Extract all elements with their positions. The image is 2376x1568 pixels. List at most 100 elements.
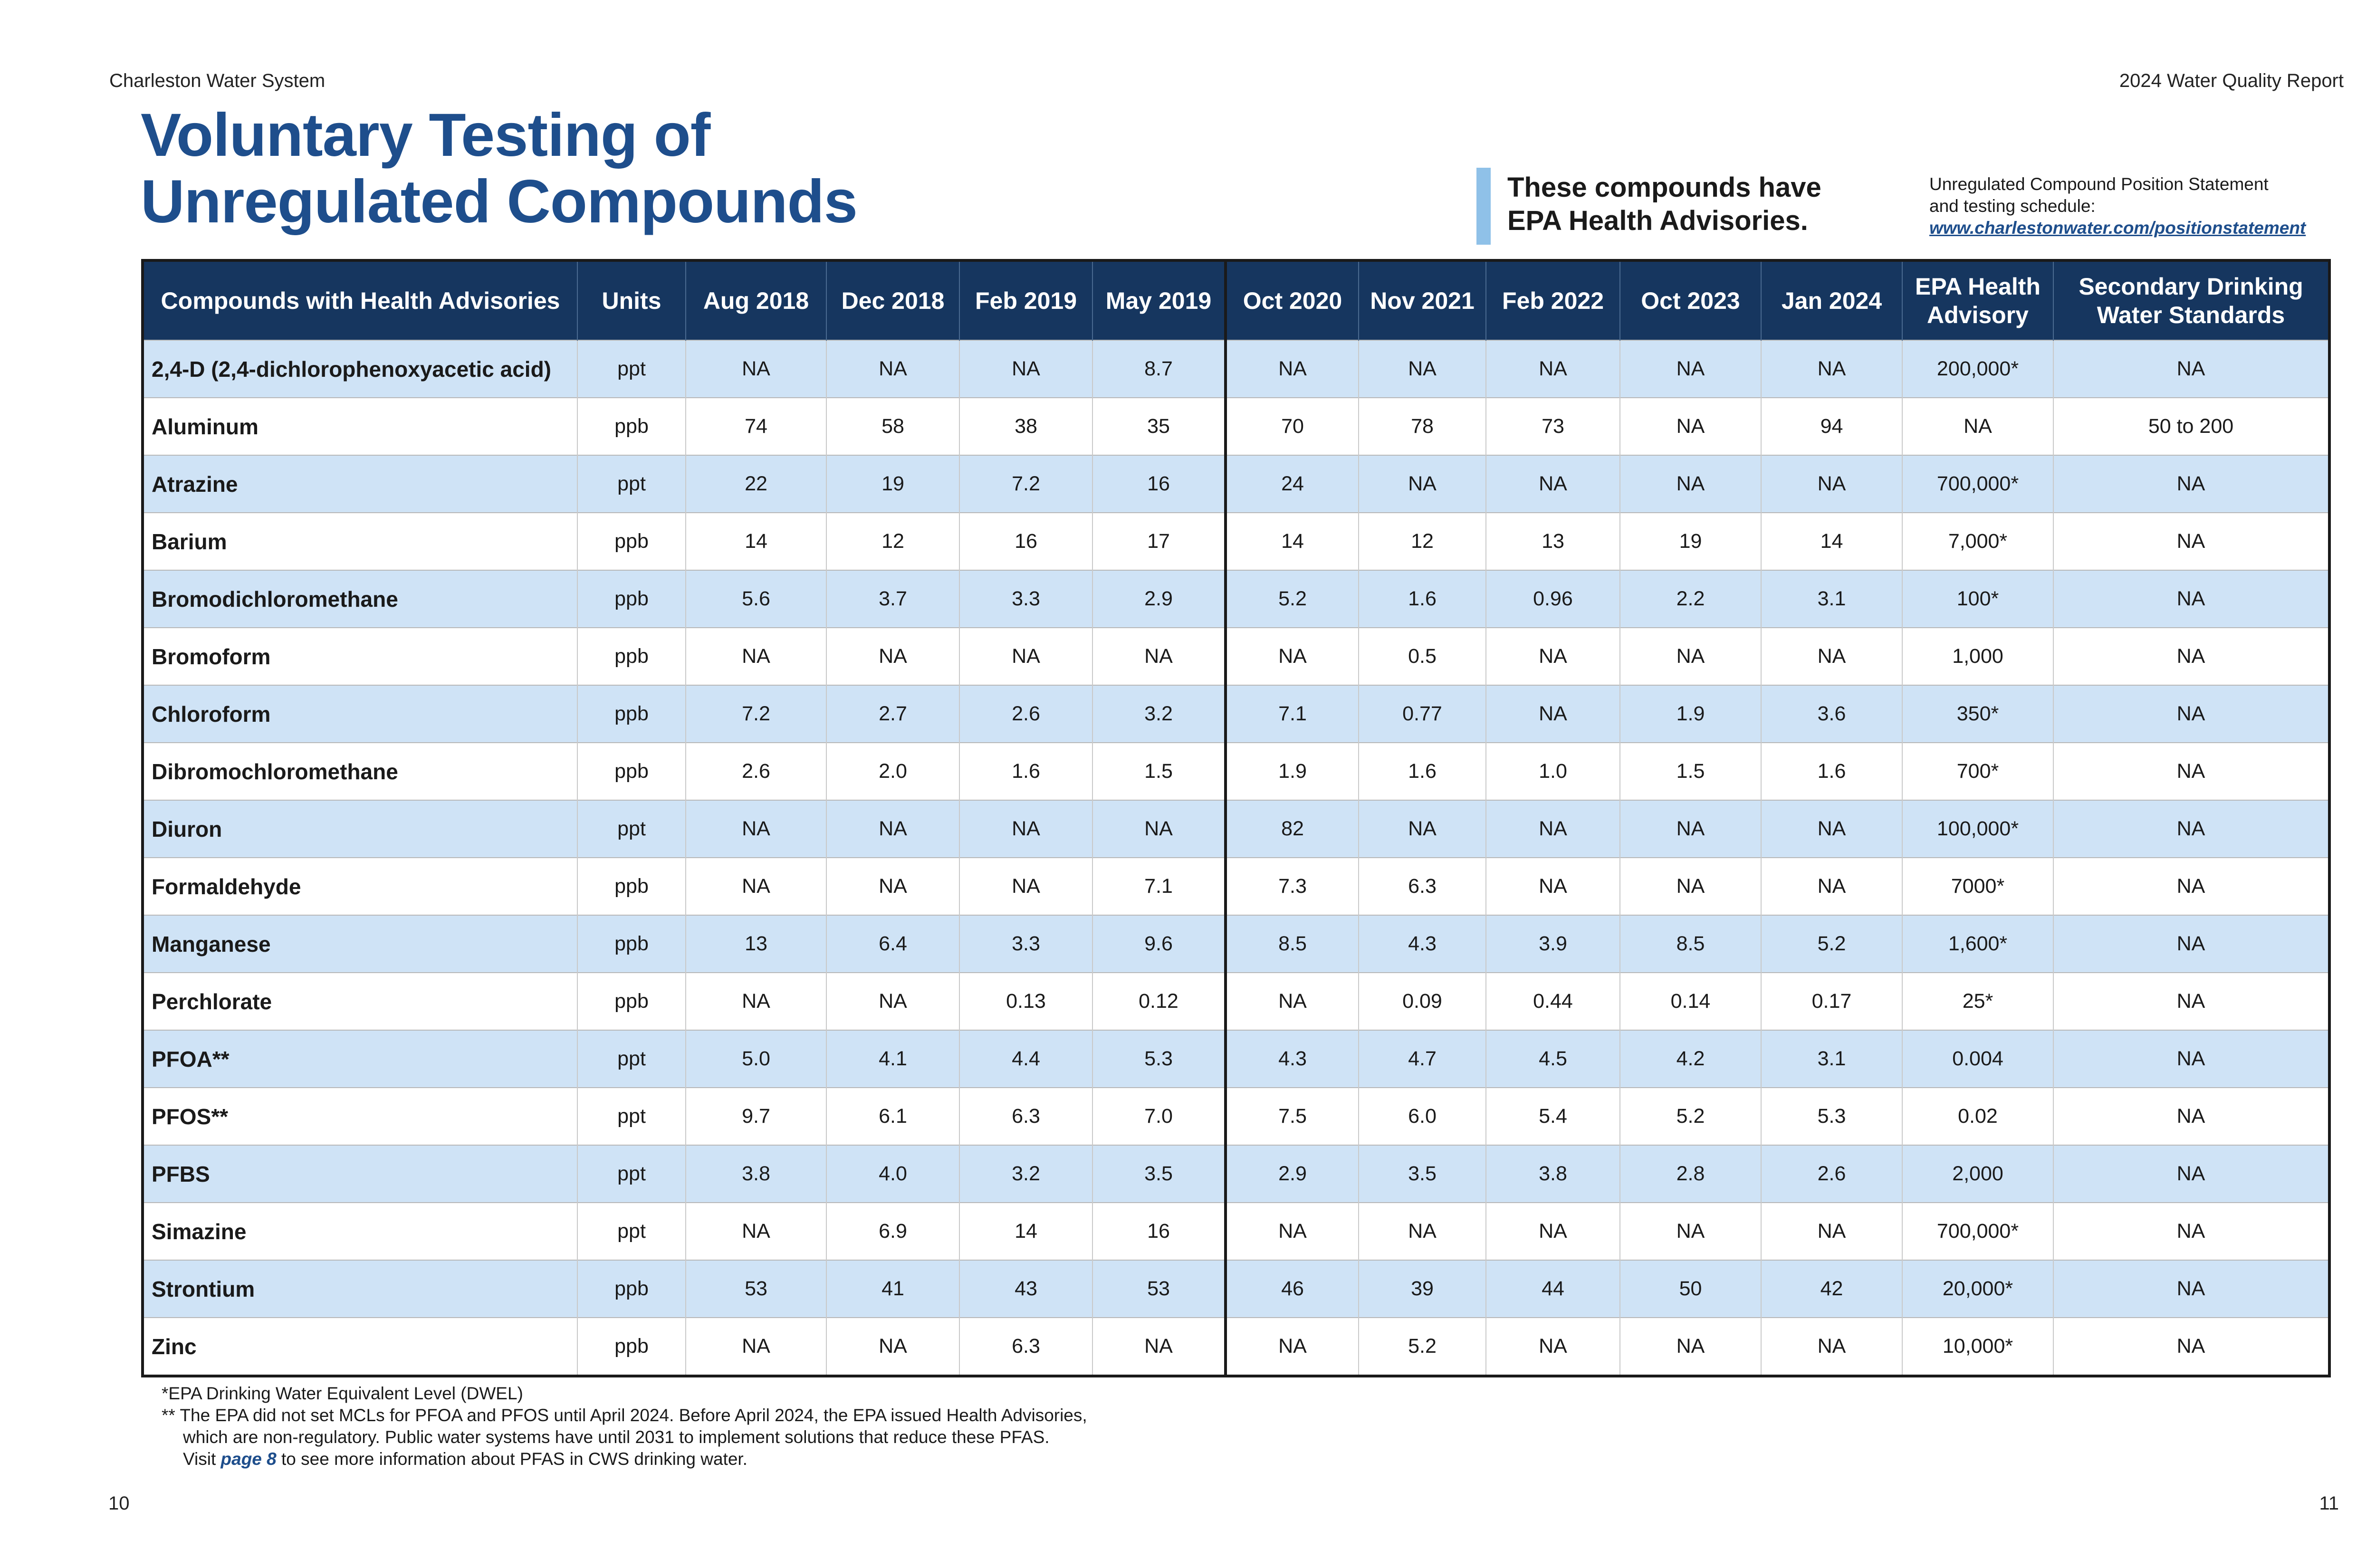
footnote-dwel: *EPA Drinking Water Equivalent Level (DW…	[162, 1384, 523, 1403]
value-cell: NA	[1092, 800, 1227, 858]
value-cell: NA	[2053, 1030, 2330, 1088]
value-cell: NA	[1761, 800, 1903, 858]
value-cell: 13	[686, 915, 827, 973]
value-cell: NA	[2053, 570, 2330, 628]
units-cell: ppb	[577, 915, 686, 973]
value-cell: 5.6	[686, 570, 827, 628]
value-cell: 35	[1092, 397, 1227, 455]
value-cell: NA	[826, 1317, 960, 1376]
value-cell: 12	[826, 512, 960, 570]
value-cell: 0.004	[1902, 1030, 2054, 1088]
value-cell: NA	[2053, 915, 2330, 973]
table-row: Strontium ppb 53 41 43 53 46 39 44 50 42 20,000* NA	[143, 1260, 2330, 1318]
value-cell: NA	[2053, 1260, 2330, 1318]
value-cell: 6.9	[826, 1202, 960, 1260]
value-cell: NA	[2053, 800, 2330, 858]
value-cell: 2.9	[1226, 1145, 1359, 1203]
value-cell: 3.1	[1761, 1030, 1903, 1088]
value-cell: 5.2	[1359, 1317, 1486, 1376]
value-cell: NA	[1620, 455, 1762, 513]
table-row: Formaldehyde ppb NA NA NA 7.1 7.3 6.3 NA NA NA 7000…	[143, 857, 2330, 915]
value-cell: 8.5	[1226, 915, 1359, 973]
value-cell: 5.3	[1092, 1030, 1227, 1088]
table-row: Manganese ppb 13 6.4 3.3 9.6 8.5 4.3 3.9 8.5 5.2 1,…	[143, 915, 2330, 973]
position-statement-link[interactable]: www.charlestonwater.com/positionstatemen…	[1929, 218, 2306, 238]
value-cell: 41	[826, 1260, 960, 1318]
value-cell: 1.6	[959, 742, 1093, 800]
footnote-pfas: ** The EPA did not set MCLs for PFOA and…	[162, 1405, 1087, 1425]
value-cell: 2.0	[826, 742, 960, 800]
value-cell: 70	[1226, 397, 1359, 455]
value-cell: NA	[1761, 627, 1903, 685]
compound-name: Zinc	[143, 1317, 578, 1376]
column-header: Units	[577, 260, 686, 340]
table-row: Diuron ppt NA NA NA NA 82 NA NA NA NA 100,000* NA	[143, 800, 2330, 858]
value-cell: 0.5	[1359, 627, 1486, 685]
compound-name: Simazine	[143, 1202, 578, 1260]
page-number-right: 11	[2319, 1493, 2339, 1514]
column-header: Secondary Drinking Water Standards	[2053, 260, 2330, 340]
units-cell: ppt	[577, 1087, 686, 1145]
advisory-accent-bar	[1476, 168, 1491, 245]
value-cell: 46	[1226, 1260, 1359, 1318]
value-cell: 82	[1226, 800, 1359, 858]
table-row: Bromoform ppb NA NA NA NA NA 0.5 NA NA NA 1,000 NA	[143, 627, 2330, 685]
value-cell: 1,600*	[1902, 915, 2054, 973]
value-cell: 5.4	[1486, 1087, 1620, 1145]
value-cell: 0.14	[1620, 972, 1762, 1030]
value-cell: NA	[1092, 627, 1227, 685]
value-cell: 2.2	[1620, 570, 1762, 628]
table-row: PFOS** ppt 9.7 6.1 6.3 7.0 7.5 6.0 5.4 5.2 5.3 0.02…	[143, 1087, 2330, 1145]
value-cell: 50	[1620, 1260, 1762, 1318]
page-title-line2: Unregulated Compounds	[141, 168, 858, 236]
value-cell: NA	[686, 627, 827, 685]
value-cell: NA	[686, 340, 827, 398]
units-cell: ppb	[577, 627, 686, 685]
value-cell: NA	[1359, 1202, 1486, 1260]
value-cell: 17	[1092, 512, 1227, 570]
value-cell: NA	[1761, 1317, 1903, 1376]
table-row: Aluminum ppb 74 58 38 35 70 78 73 NA 94 NA 50 to 200	[143, 397, 2330, 455]
page-8-link[interactable]: page 8	[220, 1449, 277, 1469]
value-cell: 12	[1359, 512, 1486, 570]
value-cell: 78	[1359, 397, 1486, 455]
value-cell: NA	[2053, 1145, 2330, 1203]
compound-name: Chloroform	[143, 685, 578, 743]
value-cell: NA	[1486, 627, 1620, 685]
value-cell: NA	[2053, 455, 2330, 513]
value-cell: 94	[1761, 397, 1903, 455]
value-cell: 73	[1486, 397, 1620, 455]
value-cell: 6.4	[826, 915, 960, 973]
value-cell: 13	[1486, 512, 1620, 570]
value-cell: NA	[1761, 857, 1903, 915]
units-cell: ppb	[577, 685, 686, 743]
value-cell: 1.6	[1359, 742, 1486, 800]
advisory-line2: EPA Health Advisories.	[1507, 205, 1808, 236]
compound-name: PFBS	[143, 1145, 578, 1203]
table-row: Barium ppb 14 12 16 17 14 12 13 19 14 7,000* NA	[143, 512, 2330, 570]
units-cell: ppb	[577, 857, 686, 915]
value-cell: 9.7	[686, 1087, 827, 1145]
value-cell: 1.5	[1620, 742, 1762, 800]
table-row: Atrazine ppt 22 19 7.2 16 24 NA NA NA NA 700,000* NA	[143, 455, 2330, 513]
footnote-pfas-cont: which are non-regulatory. Public water s…	[183, 1427, 1050, 1447]
column-header: Nov 2021	[1359, 260, 1486, 340]
compound-name: Dibromochloromethane	[143, 742, 578, 800]
value-cell: NA	[1092, 1317, 1227, 1376]
value-cell: 7,000*	[1902, 512, 2054, 570]
value-cell: NA	[1620, 800, 1762, 858]
value-cell: NA	[826, 972, 960, 1030]
column-header: May 2019	[1092, 260, 1227, 340]
value-cell: 4.0	[826, 1145, 960, 1203]
value-cell: 3.8	[686, 1145, 827, 1203]
value-cell: 16	[959, 512, 1093, 570]
compound-name: Atrazine	[143, 455, 578, 513]
compound-name: Diuron	[143, 800, 578, 858]
value-cell: 3.3	[959, 570, 1093, 628]
value-cell: NA	[1620, 1317, 1762, 1376]
column-header: Jan 2024	[1761, 260, 1903, 340]
value-cell: 16	[1092, 455, 1227, 513]
value-cell: 0.12	[1092, 972, 1227, 1030]
value-cell: NA	[1226, 1317, 1359, 1376]
units-cell: ppt	[577, 1030, 686, 1088]
